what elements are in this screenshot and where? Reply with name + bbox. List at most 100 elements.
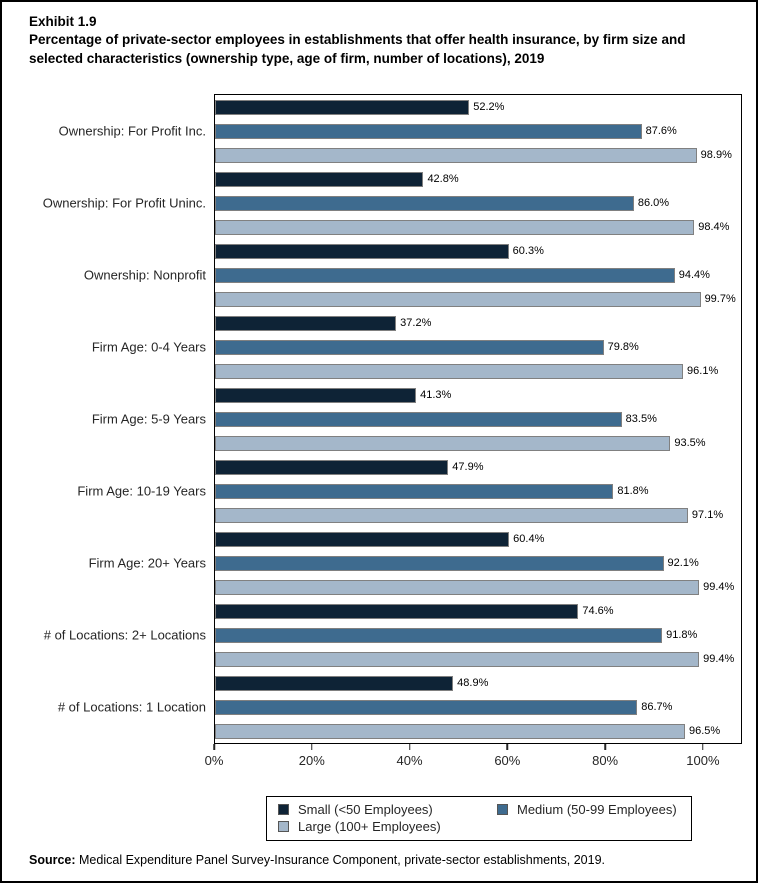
bar xyxy=(215,123,642,139)
bar-row: 74.6% xyxy=(215,603,741,619)
bar-value-label: 99.7% xyxy=(704,293,736,305)
bar-group: Firm Age: 10-19 Years 47.9% 81.8% 97.1% xyxy=(77,455,741,527)
bar xyxy=(215,363,684,379)
bar xyxy=(215,411,622,427)
bar-value-label: 99.4% xyxy=(703,581,735,593)
bar-value-label: 96.1% xyxy=(687,365,719,377)
bar xyxy=(215,723,685,739)
bar xyxy=(215,243,509,259)
x-axis-tick-label: 100% xyxy=(686,753,720,768)
bar-row: 92.1% xyxy=(215,555,741,571)
bar-value-label: 98.9% xyxy=(700,149,732,161)
bar-row: 91.8% xyxy=(215,627,741,643)
bar-group: Firm Age: 5-9 Years 41.3% 83.5% 93.5% xyxy=(92,383,741,455)
bar-value-label: 79.8% xyxy=(607,341,639,353)
exhibit-label: Exhibit 1.9 xyxy=(29,14,97,29)
plot-area: Ownership: For Profit Inc. 52.2% 87.6% 98.9… xyxy=(43,94,742,744)
x-axis-tick-label: 60% xyxy=(494,753,521,768)
bar xyxy=(215,195,634,211)
bar xyxy=(215,339,604,355)
bar xyxy=(215,99,470,115)
bar-row: 86.7% xyxy=(215,699,741,715)
x-axis-tick-label: 40% xyxy=(396,753,423,768)
bar-group: Ownership: For Profit Uninc. 42.8% 86.0% 98… xyxy=(43,167,741,239)
category-label: Firm Age: 0-4 Years xyxy=(91,339,206,355)
bar-group: Ownership: Nonprofit 60.3% 94.4% 99.7% xyxy=(84,239,741,311)
legend-item: Large (100+ Employees) xyxy=(278,819,497,834)
title-block: Exhibit 1.9 Percentage of private-sector… xyxy=(29,13,737,69)
category-label: Firm Age: 10-19 Years xyxy=(77,483,206,499)
bar-row: 86.0% xyxy=(215,195,741,211)
category-label: Ownership: Nonprofit xyxy=(83,267,206,283)
x-axis-tick xyxy=(311,744,313,750)
x-axis-tick-label: 0% xyxy=(204,753,224,768)
bar xyxy=(215,171,424,187)
bar-row: 87.6% xyxy=(215,123,741,139)
bar xyxy=(215,387,417,403)
bar-row: 42.8% xyxy=(215,171,741,187)
bar xyxy=(215,579,700,595)
bar-value-label: 97.1% xyxy=(691,509,724,521)
bar-group: # of Locations: 1 Location 48.9% 86.7% 96.5… xyxy=(58,671,741,743)
bar-row: 37.2% xyxy=(215,315,741,331)
bar-row: 98.4% xyxy=(215,219,741,235)
bar-value-label: 92.1% xyxy=(667,557,699,569)
bar-row: 60.3% xyxy=(215,243,741,259)
bar-row: 52.2% xyxy=(215,99,741,115)
bar-row: 83.5% xyxy=(215,411,741,427)
bar xyxy=(215,219,695,235)
legend-label: Medium (50-99 Employees) xyxy=(517,802,677,817)
bar-value-label: 37.2% xyxy=(400,317,432,329)
bar-value-label: 81.8% xyxy=(617,485,649,497)
legend-item: Small (<50 Employees) xyxy=(278,802,497,817)
bar-row: 99.4% xyxy=(215,651,741,667)
bar-row: 47.9% xyxy=(215,459,741,475)
bar-row: 60.4% xyxy=(215,531,741,547)
bar-value-label: 91.8% xyxy=(666,629,698,641)
bar-row: 99.4% xyxy=(215,579,741,595)
bar-row: 93.5% xyxy=(215,435,741,451)
bar xyxy=(215,435,671,451)
chart-title: Percentage of private-sector employees i… xyxy=(29,32,686,67)
bar-value-label: 47.9% xyxy=(452,461,484,473)
bar xyxy=(215,267,675,283)
bar-row: 48.9% xyxy=(215,675,741,691)
bar-row: 99.7% xyxy=(215,291,741,307)
x-axis-tick xyxy=(506,744,509,750)
bar xyxy=(215,507,688,523)
bar-value-label: 93.5% xyxy=(674,437,706,449)
x-axis-tick xyxy=(604,744,606,750)
legend-swatch xyxy=(497,804,508,815)
category-label: # of Locations: 2+ Locations xyxy=(43,627,206,643)
bar-row: 81.8% xyxy=(215,483,741,499)
bar-group: Firm Age: 0-4 Years 37.2% 79.8% 96.1% xyxy=(92,311,741,383)
source-note: Source: Medical Expenditure Panel Survey… xyxy=(29,853,605,867)
bar-value-label: 98.4% xyxy=(698,221,730,233)
bar xyxy=(215,651,700,667)
bar xyxy=(215,699,638,715)
x-axis-tick xyxy=(213,744,215,750)
x-axis-tick-label: 80% xyxy=(592,753,619,768)
bar-row: 94.4% xyxy=(215,267,741,283)
bar xyxy=(215,147,697,163)
source-label: Source: xyxy=(29,853,76,867)
bar xyxy=(215,291,701,307)
legend-swatch xyxy=(278,821,289,832)
bar-row: 96.1% xyxy=(215,363,741,379)
legend-swatch xyxy=(278,804,289,815)
bar xyxy=(215,531,510,547)
legend: Small (<50 Employees) Medium (50-99 Emplo… xyxy=(266,796,692,841)
bar-value-label: 42.8% xyxy=(427,173,459,185)
x-axis-tick-label: 20% xyxy=(298,753,325,768)
bar-value-label: 94.4% xyxy=(678,269,710,281)
bar-value-label: 96.5% xyxy=(688,725,721,737)
category-label: Ownership: For Profit Uninc. xyxy=(42,195,206,211)
bar xyxy=(215,675,454,691)
bar-value-label: 74.6% xyxy=(582,605,614,617)
bar-value-label: 86.0% xyxy=(637,197,670,209)
bar xyxy=(215,555,664,571)
bar-group: # of Locations: 2+ Locations 74.6% 91.8% 99… xyxy=(44,599,741,671)
bar xyxy=(215,483,614,499)
x-axis-tick xyxy=(702,744,704,750)
